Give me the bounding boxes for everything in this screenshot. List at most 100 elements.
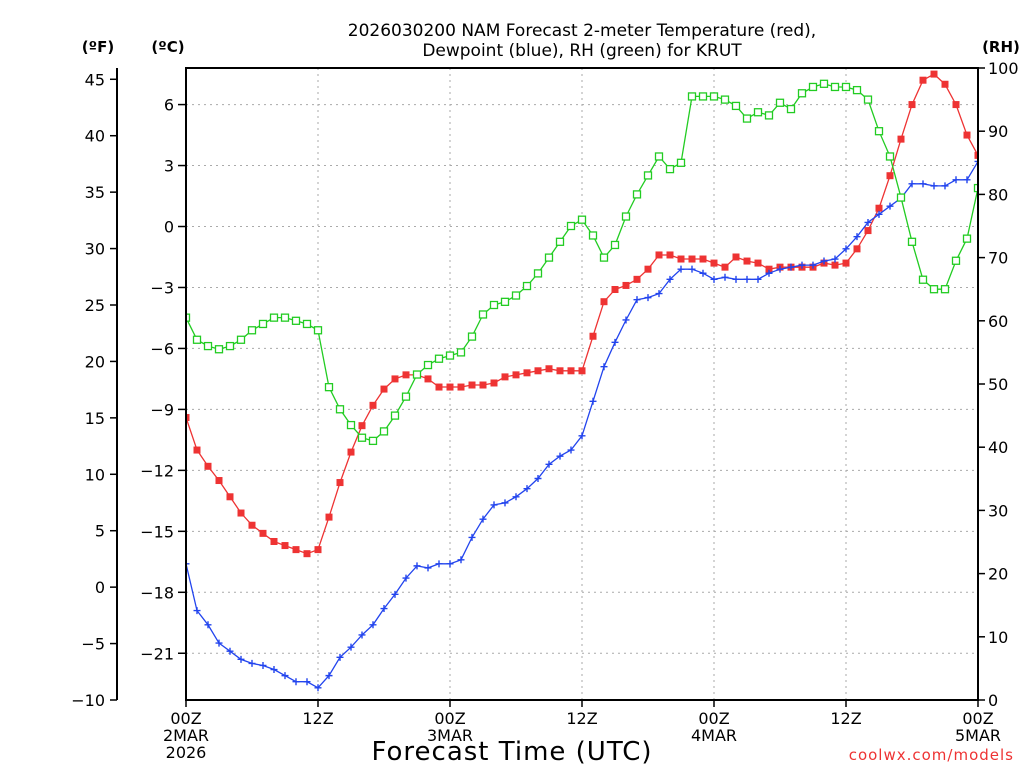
rh-marker — [665, 164, 675, 174]
rh-marker — [500, 297, 510, 306]
dewpoint-marker — [501, 499, 509, 507]
rh-marker — [247, 326, 257, 335]
dewpoint-marker — [347, 643, 355, 651]
dewpoint-marker — [919, 180, 927, 188]
plot-frame — [185, 67, 979, 701]
rh-marker — [885, 152, 895, 161]
rh-marker — [986, 159, 993, 166]
celsius-tick-label: −12 — [140, 461, 174, 480]
temperature-marker — [402, 371, 410, 379]
temperature-marker — [600, 298, 608, 306]
dewpoint-marker — [226, 647, 234, 655]
fahrenheit-tick-label: 5 — [95, 522, 105, 541]
temperature-marker — [435, 383, 443, 391]
temperature-marker — [578, 367, 586, 375]
rh-marker — [643, 171, 653, 180]
rh-marker — [588, 231, 598, 240]
rh-marker — [434, 354, 444, 363]
temperature-marker — [512, 371, 520, 379]
x-tick-label: 00Z — [434, 709, 465, 728]
celsius-tick-label: −6 — [150, 339, 174, 358]
dewpoint-marker — [193, 607, 201, 615]
temperature-marker — [633, 275, 641, 283]
rh-marker — [874, 127, 884, 136]
celsius-tick-label: −9 — [150, 400, 174, 419]
x-tick-label: 00Z — [698, 709, 729, 728]
rh-marker — [676, 158, 686, 167]
rh-marker — [940, 285, 950, 294]
temperature-marker — [941, 80, 949, 88]
x-tick-label: 00Z — [170, 709, 201, 728]
rh-marker — [654, 152, 664, 161]
rh-marker — [764, 111, 774, 120]
dewpoint-marker — [589, 397, 597, 405]
rh-marker — [731, 101, 741, 111]
rh-tick-label: 10 — [988, 628, 1008, 647]
temperature-marker — [930, 70, 938, 78]
rh-marker — [412, 370, 422, 379]
temperature-marker — [336, 479, 344, 487]
dewpoint-marker — [402, 574, 410, 582]
rh-tick-label: 20 — [988, 565, 1008, 584]
dewpoint-marker — [611, 338, 619, 346]
dewpoint-marker — [259, 661, 267, 669]
rh-tick-label: 50 — [988, 375, 1008, 394]
celsius-tick-label: 3 — [164, 157, 174, 176]
watermark: coolwx.com/models — [849, 746, 1014, 764]
fahrenheit-tick-label: 45 — [85, 70, 105, 89]
fahrenheit-tick-label: −10 — [71, 691, 105, 710]
rh-marker — [203, 341, 213, 351]
x-tick-label: 12Z — [566, 709, 597, 728]
rh-marker — [742, 114, 752, 123]
celsius-tick-label: −3 — [150, 278, 174, 297]
dewpoint-marker — [853, 233, 861, 241]
rh-marker — [841, 82, 851, 92]
rh-marker — [214, 345, 224, 354]
dewpoint-marker — [281, 672, 289, 680]
temperature-marker — [490, 379, 498, 387]
rh-marker — [478, 310, 488, 319]
dewpoint-marker — [677, 265, 685, 273]
temperature-marker — [853, 245, 861, 253]
dewpoint-marker — [754, 275, 762, 283]
temperature-marker — [1008, 217, 1015, 224]
rh-marker — [973, 183, 978, 193]
temperature-marker — [248, 521, 256, 529]
temperature-marker — [292, 546, 300, 554]
dewpoint-marker — [270, 666, 278, 674]
rh-marker — [346, 420, 356, 430]
temperature-marker — [743, 257, 751, 265]
dewpoint-marker — [941, 182, 949, 190]
rh-marker — [302, 319, 312, 329]
temperature-marker — [765, 265, 773, 273]
temperature-marker — [622, 281, 630, 289]
fahrenheit-tick-label: −5 — [81, 635, 105, 654]
dewpoint-marker — [963, 176, 971, 184]
rh-marker — [456, 348, 466, 357]
rh-marker — [522, 281, 532, 291]
rh-marker — [599, 253, 609, 262]
temperature-marker — [215, 477, 223, 485]
dewpoint-marker — [809, 261, 817, 269]
rh-marker — [687, 92, 697, 101]
rh-marker — [907, 237, 917, 246]
temperature-marker — [677, 255, 685, 263]
dewpoint-marker — [380, 605, 388, 613]
x-tick-label: 2026 — [166, 743, 207, 762]
temperature-marker — [347, 448, 355, 456]
fahrenheit-tick-label: 0 — [95, 578, 105, 597]
rh-marker — [192, 335, 202, 344]
temperature-marker — [908, 101, 916, 109]
dewpoint-marker — [644, 294, 652, 302]
dewpoint-marker — [842, 245, 850, 253]
rh-marker — [830, 82, 840, 92]
dewpoint-marker — [556, 452, 564, 460]
rh-marker — [863, 95, 873, 104]
dewpoint-marker — [732, 275, 740, 283]
temperature-marker — [523, 369, 531, 377]
temperature-marker — [391, 375, 399, 383]
chart-title-line1: 2026030200 NAM Forecast 2-meter Temperat… — [348, 21, 816, 41]
temperature-marker — [534, 367, 542, 375]
dewpoint-marker — [721, 273, 729, 281]
